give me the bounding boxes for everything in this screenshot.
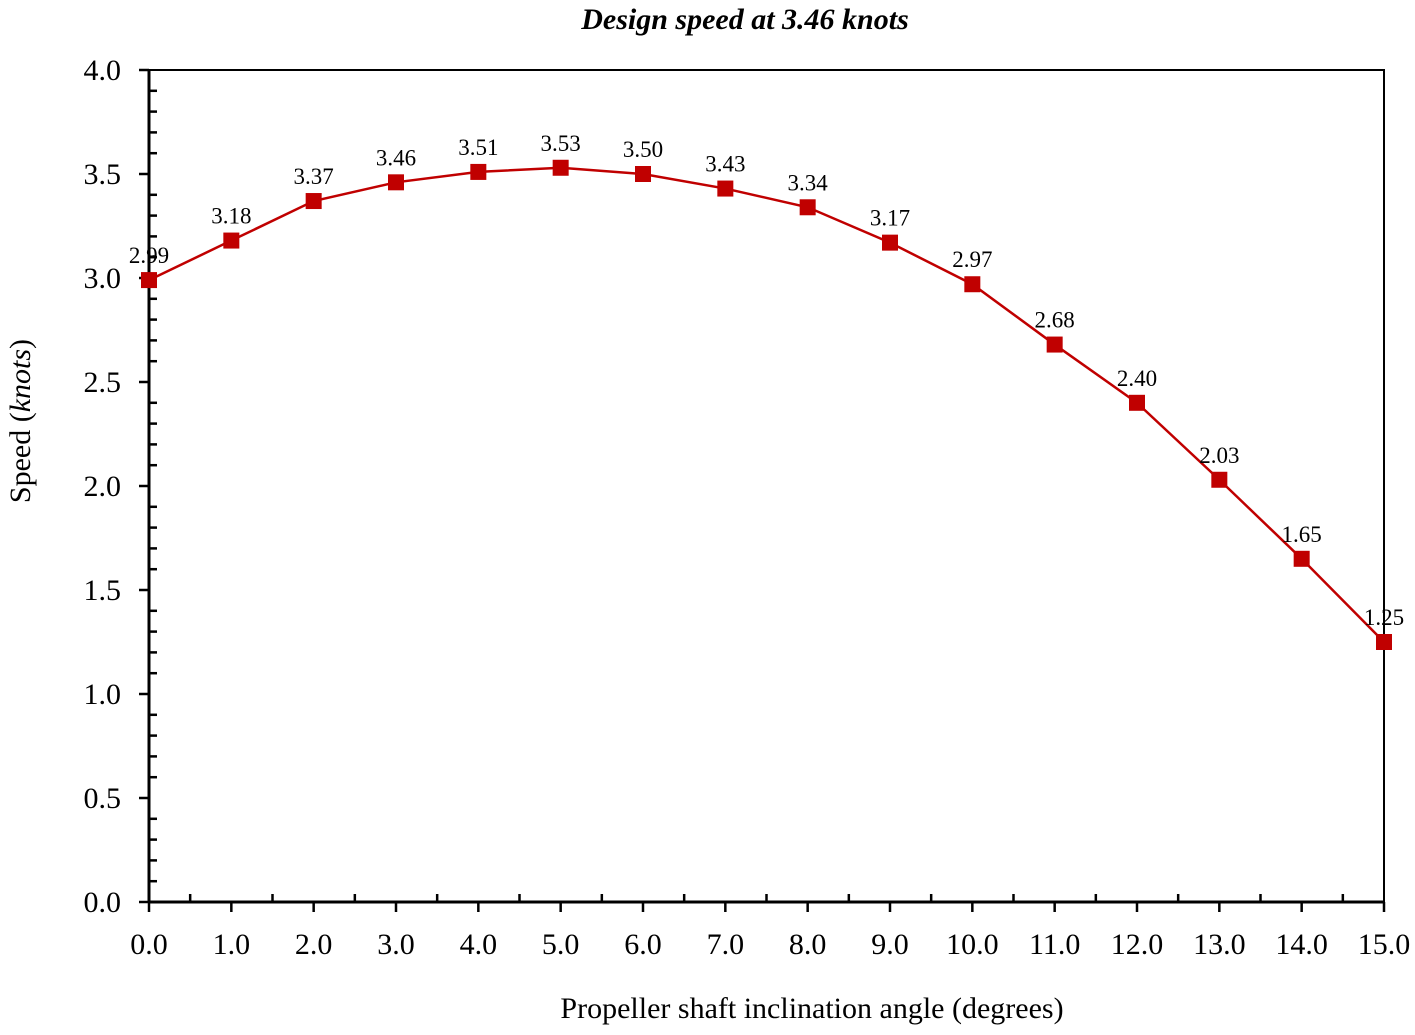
data-label: 3.53: [541, 131, 581, 156]
y-tick-label: 2.5: [84, 366, 122, 399]
data-label: 2.99: [129, 243, 169, 268]
y-axis-label-prefix: Speed (: [4, 412, 37, 503]
data-label: 3.46: [376, 145, 416, 170]
data-label: 3.34: [788, 170, 829, 195]
data-label: 3.17: [870, 206, 910, 231]
data-label: 1.25: [1364, 605, 1404, 630]
data-point-marker: [964, 276, 981, 293]
data-point-marker: [470, 163, 487, 180]
plot-frame: [148, 69, 1385, 903]
y-tick-label: 0.0: [84, 886, 122, 919]
x-tick-label: 5.0: [542, 928, 580, 961]
data-point-marker: [1129, 394, 1145, 411]
chart-title: Design speed at 3.46 knots: [580, 3, 909, 36]
data-point-marker: [799, 199, 816, 216]
data-label: 2.68: [1035, 308, 1075, 333]
y-axis-label-suffix: ): [4, 339, 37, 349]
data-point-marker: [1211, 471, 1228, 488]
data-label: 2.40: [1117, 366, 1157, 391]
data-point-marker: [1376, 634, 1392, 650]
x-tick-label: 11.0: [1029, 928, 1080, 961]
data-label: 3.37: [294, 164, 334, 189]
data-point-marker: [882, 234, 898, 251]
y-axis-label-italic: knots: [4, 349, 37, 412]
data-point-marker: [141, 272, 157, 289]
y-tick-label: 1.5: [84, 574, 122, 607]
x-tick-label: 0.0: [130, 928, 168, 961]
data-label: 1.65: [1282, 522, 1322, 547]
x-tick-label: 1.0: [213, 928, 251, 961]
x-tick-label: 9.0: [871, 928, 909, 961]
x-tick-label: 12.0: [1111, 928, 1164, 961]
y-tick-label: 3.5: [84, 158, 122, 191]
x-tick-label: 7.0: [707, 928, 745, 961]
data-point-marker: [635, 166, 651, 182]
x-tick-label: 8.0: [789, 928, 827, 961]
data-point-marker: [717, 180, 734, 197]
data-point-marker: [388, 174, 404, 191]
x-tick-label: 4.0: [460, 928, 498, 961]
x-tick-label: 10.0: [946, 928, 999, 961]
x-tick-label: 14.0: [1275, 928, 1328, 961]
x-tick-label: 15.0: [1358, 928, 1411, 961]
data-point-marker: [1293, 550, 1310, 567]
x-tick-label: 2.0: [295, 928, 333, 961]
x-tick-label: 3.0: [377, 928, 415, 961]
data-label: 3.18: [211, 204, 251, 229]
y-tick-label: 2.0: [84, 470, 122, 503]
y-tick-label: 3.0: [84, 262, 122, 295]
x-axis-label: Propeller shaft inclination angle (degre…: [560, 992, 1063, 1025]
data-point-marker: [1046, 336, 1063, 353]
series-line: [148, 166, 1385, 643]
x-tick-label: 6.0: [624, 928, 662, 961]
data-label: 3.51: [458, 135, 498, 160]
data-label: 3.50: [623, 137, 663, 162]
y-axis-label: Speed (knots): [4, 339, 37, 503]
y-tick-label: 1.0: [84, 678, 122, 711]
data-label: 2.03: [1199, 443, 1239, 468]
data-point-marker: [305, 193, 322, 210]
data-label: 2.97: [952, 247, 992, 272]
y-tick-label: 0.5: [84, 782, 122, 815]
data-label: 3.43: [705, 152, 745, 177]
data-point-marker: [223, 232, 240, 249]
x-tick-label: 13.0: [1193, 928, 1246, 961]
y-tick-label: 4.0: [84, 54, 122, 87]
data-point-marker: [552, 159, 569, 176]
